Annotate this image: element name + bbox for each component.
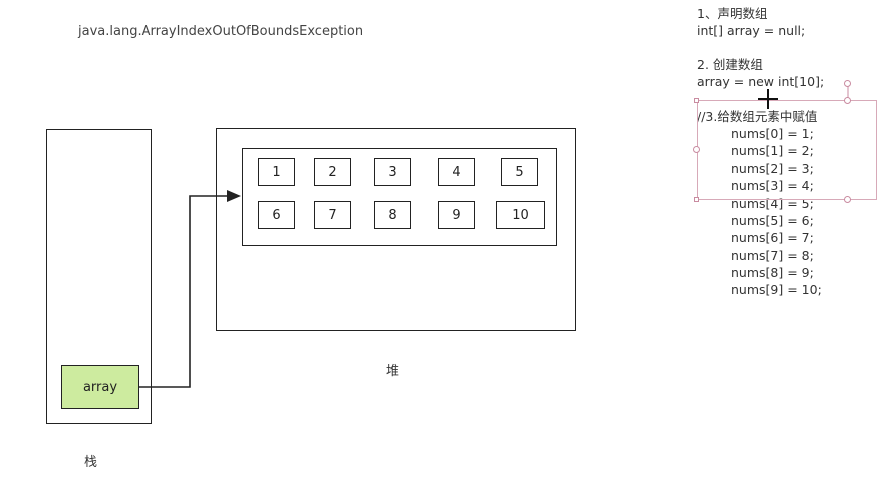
stack-box — [46, 129, 152, 424]
array-cell: 4 — [438, 158, 475, 186]
stack-label: 栈 — [84, 455, 98, 470]
array-reference: array — [61, 365, 139, 409]
crosshair-cursor-icon — [758, 89, 778, 109]
heap-box — [216, 128, 576, 331]
assignment-line: nums[7] = 8; — [731, 248, 814, 263]
assignment-line: nums[5] = 6; — [731, 213, 814, 228]
array-reference-label: array — [82, 379, 118, 395]
array-cell: 10 — [496, 201, 545, 229]
array-cell: 7 — [314, 201, 351, 229]
text-selection-frame[interactable] — [697, 100, 877, 200]
assignment-line: nums[1] = 2; — [731, 143, 814, 158]
array-cell: 5 — [501, 158, 538, 186]
step1-title: 1、声明数组 — [697, 6, 768, 21]
assignment-line: nums[3] = 4; — [731, 178, 814, 193]
array-cell: 1 — [258, 158, 295, 186]
assignment-line: nums[6] = 7; — [731, 230, 814, 245]
assignment-line: nums[0] = 1; — [731, 126, 814, 141]
array-cell: 6 — [258, 201, 295, 229]
resize-handle[interactable] — [694, 197, 699, 202]
resize-handle[interactable] — [844, 196, 851, 203]
resize-handle[interactable] — [693, 146, 700, 153]
array-cell: 9 — [438, 201, 475, 229]
exception-text: java.lang.ArrayIndexOutOfBoundsException — [78, 24, 364, 39]
resize-handle[interactable] — [694, 98, 699, 103]
step1-code: int[] array = null; — [697, 23, 806, 38]
array-cell: 3 — [374, 158, 411, 186]
array-object — [242, 148, 557, 246]
array-cell: 2 — [314, 158, 351, 186]
array-cell: 8 — [374, 201, 411, 229]
assignment-line: nums[2] = 3; — [731, 161, 814, 176]
heap-label: 堆 — [386, 364, 400, 379]
resize-handle[interactable] — [844, 97, 851, 104]
rotate-handle-stem — [847, 86, 849, 98]
step3-title: //3.给数组元素中赋值 — [697, 109, 818, 124]
assignment-line: nums[8] = 9; — [731, 265, 814, 280]
assignment-line: nums[9] = 10; — [731, 282, 822, 297]
step2-code: array = new int[10]; — [697, 74, 825, 89]
step2-title: 2. 创建数组 — [697, 57, 763, 72]
